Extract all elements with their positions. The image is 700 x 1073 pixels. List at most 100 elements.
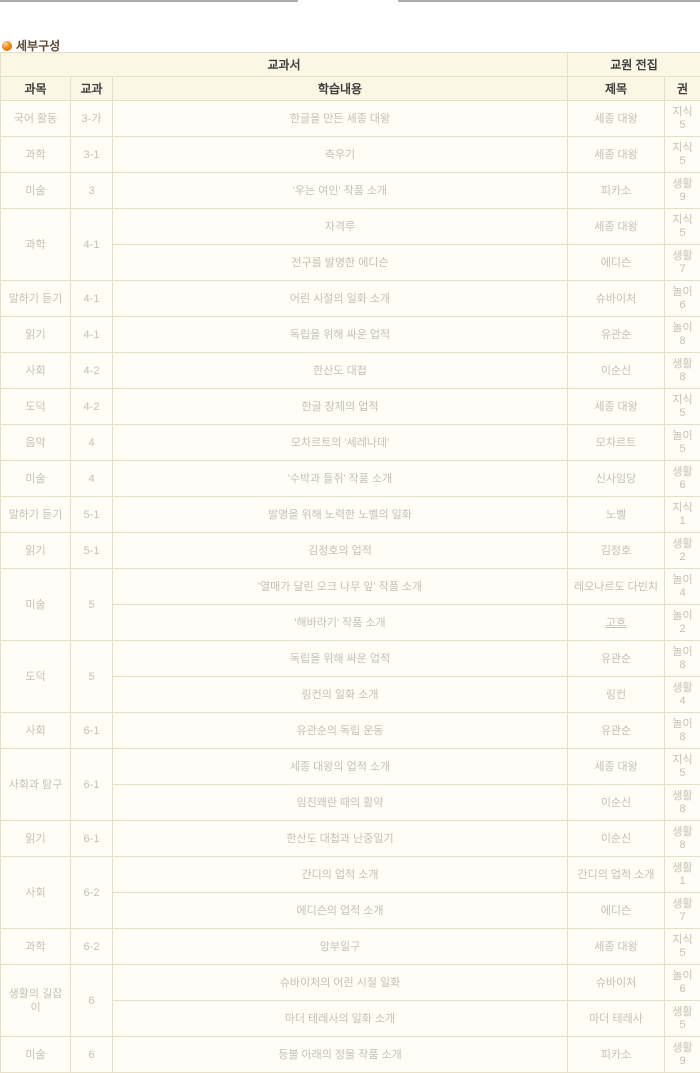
grade-cell: 4-2 xyxy=(71,353,113,389)
volume-series: 놀이 xyxy=(668,286,697,299)
volume-series: 놀이 xyxy=(668,322,697,335)
content-cell: 한글을 만든 세종 대왕 xyxy=(113,101,568,137)
volume-series: 놀이 xyxy=(668,574,697,587)
column-header-volume: 권 xyxy=(665,77,700,101)
grade-cell: 3-가 xyxy=(71,101,113,137)
content-cell: 등불 아래의 정물 작품 소개 xyxy=(113,1037,568,1073)
grade-cell: 6-1 xyxy=(71,821,113,857)
title-cell: 세종 대왕 xyxy=(568,101,665,137)
grade-cell: 6-2 xyxy=(71,857,113,929)
grade-cell: 5 xyxy=(71,641,113,713)
grade-cell: 4 xyxy=(71,425,113,461)
volume-series: 생활 xyxy=(668,466,697,479)
group-header-textbook: 교과서 xyxy=(1,53,568,77)
grade-cell: 5 xyxy=(71,569,113,641)
volume-number: 8 xyxy=(668,839,697,852)
content-cell: 독립을 위해 싸운 업적 xyxy=(113,641,568,677)
title-cell: 이순신 xyxy=(568,821,665,857)
grade-cell: 5-1 xyxy=(71,533,113,569)
subject-cell: 미술 xyxy=(1,173,71,209)
subject-cell: 도덕 xyxy=(1,641,71,713)
title-cell: 레오나르도 다빈치 xyxy=(568,569,665,605)
subject-cell: 과학 xyxy=(1,137,71,173)
volume-number: 6 xyxy=(668,983,697,996)
grade-cell: 5-1 xyxy=(71,497,113,533)
title-cell: 슈바이처 xyxy=(568,281,665,317)
subject-cell: 도덕 xyxy=(1,389,71,425)
volume-series: 생활 xyxy=(668,682,697,695)
subject-cell: 읽기 xyxy=(1,533,71,569)
volume-number: 6 xyxy=(668,299,697,312)
volume-series: 놀이 xyxy=(668,610,697,623)
volume-number: 2 xyxy=(668,551,697,564)
volume-number: 2 xyxy=(668,623,697,636)
subject-cell: 읽기 xyxy=(1,317,71,353)
table-column-header-row: 과목 교과 학습내용 제목 권 xyxy=(1,77,700,101)
grade-cell: 6-1 xyxy=(71,713,113,749)
title-cell: 세종 대왕 xyxy=(568,929,665,965)
title-cell: 유관순 xyxy=(568,713,665,749)
volume-series: 지식 xyxy=(668,934,697,947)
content-cell: 한글 창제의 업적 xyxy=(113,389,568,425)
grade-cell: 3-1 xyxy=(71,137,113,173)
title-cell: 신사임당 xyxy=(568,461,665,497)
volume-series: 생활 xyxy=(668,826,697,839)
title-cell: 이순신 xyxy=(568,785,665,821)
top-divider-left-segment xyxy=(0,0,298,2)
volume-series: 지식 xyxy=(668,502,697,515)
grade-cell: 4 xyxy=(71,461,113,497)
volume-number: 5 xyxy=(668,443,697,456)
title-link[interactable]: 고흐 xyxy=(606,617,626,629)
volume-number: 5 xyxy=(668,227,697,240)
title-cell: 간디의 업적 소개 xyxy=(568,857,665,893)
volume-number: 8 xyxy=(668,803,697,816)
title-cell: 김정호 xyxy=(568,533,665,569)
content-cell: 발명을 위해 노력한 노벨의 일화 xyxy=(113,497,568,533)
grade-cell: 3 xyxy=(71,173,113,209)
content-cell: 한산도 대첩 xyxy=(113,353,568,389)
content-cell: 유관순의 독립 운동 xyxy=(113,713,568,749)
volume-series: 지식 xyxy=(668,106,697,119)
volume-series: 놀이 xyxy=(668,970,697,983)
title-cell: 모차르트 xyxy=(568,425,665,461)
subject-cell: 말하기 듣기 xyxy=(1,281,71,317)
content-cell: 간디의 업적 소개 xyxy=(113,857,568,893)
volume-number: 7 xyxy=(668,263,697,276)
top-divider-right-segment xyxy=(398,0,700,2)
volume-series: 생활 xyxy=(668,862,697,875)
volume-series: 생활 xyxy=(668,898,697,911)
subject-cell: 읽기 xyxy=(1,821,71,857)
volume-number: 6 xyxy=(668,479,697,492)
content-cell: '해바라기' 작품 소개 xyxy=(113,605,568,641)
content-cell: 마더 테레사의 일화 소개 xyxy=(113,1001,568,1037)
volume-number: 9 xyxy=(668,1055,697,1068)
group-header-teacher-collection: 교원 전집 xyxy=(568,53,700,77)
column-header-title: 제목 xyxy=(568,77,665,101)
volume-number: 8 xyxy=(668,335,697,348)
title-cell: 세종 대왕 xyxy=(568,389,665,425)
title-cell: 피카소 xyxy=(568,1037,665,1073)
volume-number: 8 xyxy=(668,371,697,384)
volume-number: 4 xyxy=(668,587,697,600)
volume-series: 생활 xyxy=(668,1006,697,1019)
volume-number: 5 xyxy=(668,947,697,960)
volume-series: 생활 xyxy=(668,1042,697,1055)
title-cell: 이순신 xyxy=(568,353,665,389)
